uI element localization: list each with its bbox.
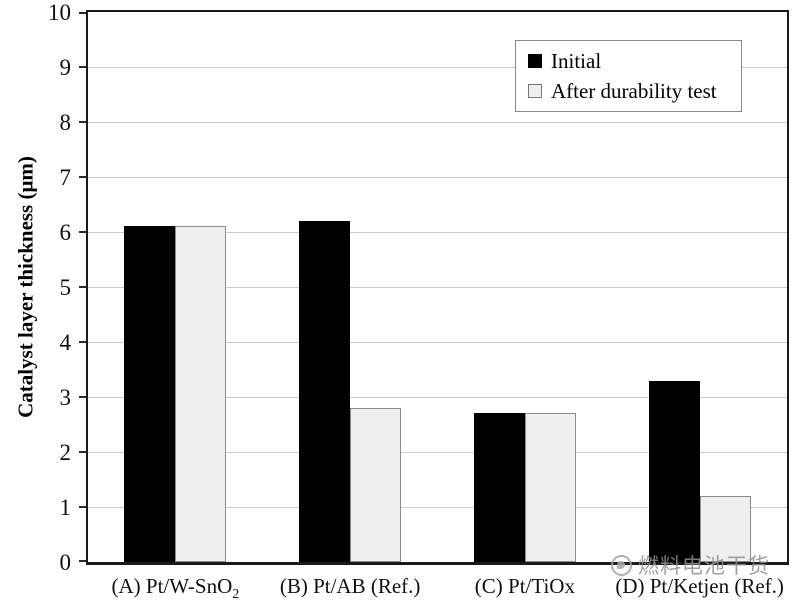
y-tick-mark	[79, 176, 88, 178]
legend-label: Initial	[551, 49, 602, 73]
legend-label: After durability test	[551, 79, 717, 103]
y-tick-mark	[79, 341, 88, 343]
gridline	[88, 451, 787, 453]
y-axis: 0 1 2 3 4 5 6 7 8 9 10	[0, 1, 88, 574]
gridline	[88, 506, 787, 508]
y-tick-label: 10	[48, 0, 71, 25]
bar-initial-4	[648, 381, 700, 562]
y-tick-label: 8	[59, 110, 72, 135]
gridline	[88, 231, 787, 233]
legend-item: After durability test	[528, 79, 733, 103]
bar-initial-2	[299, 221, 351, 562]
y-tick-mark	[79, 286, 88, 288]
y-tick-mark	[79, 12, 88, 14]
legend: Initial After durability test	[515, 40, 742, 112]
x-axis-labels: (A) Pt/W-SnO2 (B) Pt/AB (Ref.) (C) Pt/TiOx…	[88, 572, 787, 604]
y-tick-mark	[79, 560, 88, 562]
bar-after-durability-test-1	[175, 226, 227, 562]
legend-item: Initial	[528, 49, 733, 73]
gridline	[88, 396, 787, 398]
bar-initial-3	[473, 413, 525, 562]
y-tick-label: 6	[59, 220, 72, 245]
y-tick-mark	[79, 66, 88, 68]
bar-after-durability-test-2	[350, 408, 402, 562]
y-tick-mark	[79, 231, 88, 233]
y-tick-mark	[79, 121, 88, 123]
y-tick-label: 2	[59, 440, 72, 465]
bar-initial-1	[124, 226, 176, 562]
gridline	[88, 341, 787, 343]
y-tick-label: 9	[59, 55, 72, 80]
gridline	[88, 66, 787, 68]
y-tick-label: 0	[59, 550, 72, 575]
bar-after-durability-test-3	[524, 413, 576, 562]
y-tick-label: 1	[59, 495, 72, 520]
y-tick-label: 4	[59, 330, 72, 355]
plot-area	[86, 10, 789, 565]
watermark: 燃料电池干货	[611, 550, 770, 580]
y-tick-mark	[79, 396, 88, 398]
y-tick-label: 3	[59, 385, 72, 410]
gridline	[88, 286, 787, 288]
gridline	[88, 176, 787, 178]
y-tick-label: 5	[59, 275, 72, 300]
bar-after-durability-test-4	[699, 496, 751, 562]
y-tick-mark	[79, 451, 88, 453]
legend-swatch-icon	[528, 84, 542, 98]
gridline	[88, 121, 787, 123]
watermark-logo-icon	[611, 554, 632, 576]
x-category-label: (B) Pt/AB (Ref.)	[279, 574, 421, 598]
x-category-label: (A) Pt/W-SnO2	[111, 574, 240, 603]
watermark-text: 燃料电池干货	[638, 554, 770, 578]
legend-swatch-icon	[528, 54, 542, 68]
y-tick-mark	[79, 506, 88, 508]
y-tick-label: 7	[59, 165, 72, 190]
x-category-label: (C) Pt/TiOx	[474, 574, 575, 598]
x-category-label: (D) Pt/Ketjen (Ref.)	[615, 574, 784, 598]
